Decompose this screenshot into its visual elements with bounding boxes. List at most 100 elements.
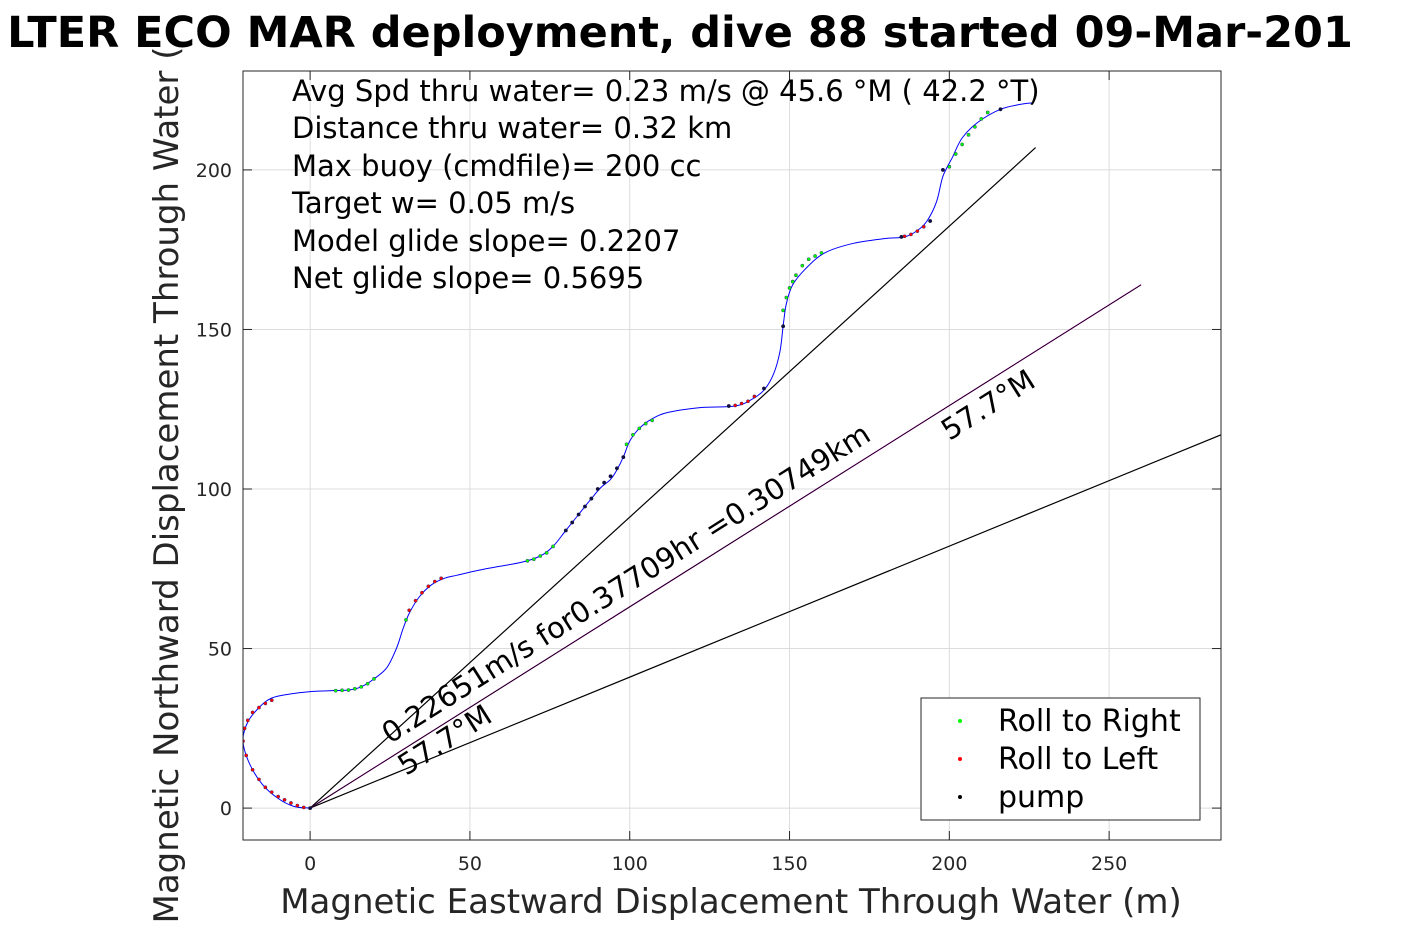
tick-marks (243, 71, 1221, 840)
roll-right-point (545, 551, 549, 555)
roll-left-point (407, 608, 411, 612)
roll-left-point (257, 777, 261, 781)
roll-left-point (903, 234, 906, 238)
roll-right-point (973, 125, 977, 129)
info-line-avg-speed: Avg Spd thru water= 0.23 m/s @ 45.6 °M (… (292, 74, 1040, 108)
roll-right-point (947, 165, 951, 169)
roll-left-point (909, 232, 913, 236)
pump-point (615, 466, 619, 471)
roll-right-point (644, 422, 648, 425)
roll-left-point (257, 706, 261, 709)
roll-right-point (359, 685, 363, 689)
pump-point (762, 386, 766, 391)
y-tick-label: 50 (208, 639, 232, 661)
roll-right-point (637, 426, 641, 430)
roll-right-point (807, 257, 811, 261)
pump-point (595, 487, 600, 491)
reference-line (309, 147, 1037, 809)
pump-point (726, 404, 731, 408)
y-axis-label: Magnetic Northward Displacement Through … (147, 47, 187, 924)
legend-label-pump: pump (998, 780, 1084, 815)
roll-left-point (740, 402, 743, 405)
roll-left-point (922, 225, 926, 229)
info-text-block: Avg Spd thru water= 0.23 m/s @ 45.6 °M (… (291, 74, 1040, 295)
legend-label-roll-left: Roll to Left (998, 742, 1158, 777)
roll-right-point (967, 133, 970, 137)
roll-left-point (283, 798, 286, 802)
roll-left-point (270, 698, 274, 702)
x-tick-label: 0 (304, 853, 316, 875)
roll-right-point (353, 687, 357, 691)
roll-left-point (289, 801, 293, 805)
reference-lines (309, 147, 1221, 809)
pump-point (602, 480, 607, 485)
roll-left-point (733, 404, 737, 407)
roll-right-point (813, 254, 817, 258)
pump-point (781, 324, 786, 329)
pump-point (589, 496, 594, 501)
y-tick-label: 150 (196, 319, 232, 341)
reference-line (309, 284, 1142, 809)
roll-right-point (788, 286, 791, 290)
roll-left-point (243, 726, 246, 730)
roll-left-point (439, 576, 443, 580)
roll-right-point (631, 433, 635, 437)
roll-right-point (960, 142, 964, 146)
roll-left-point (414, 599, 417, 603)
roll-left-point (420, 591, 424, 595)
roll-left-point (433, 580, 437, 583)
roll-right-point (372, 677, 376, 681)
roll-left-point (752, 395, 756, 398)
roll-right-point (784, 296, 788, 299)
roll-right-point (538, 554, 542, 558)
roll-right-point (526, 559, 529, 563)
roll-left-point (246, 718, 250, 722)
roll-left-point (263, 702, 267, 705)
roll-left-point (251, 710, 254, 714)
roll-right-point (625, 442, 628, 446)
roll-right-point (532, 557, 536, 561)
pump-point (570, 520, 575, 525)
roll-left-point (276, 795, 280, 799)
x-tick-label: 250 (1091, 853, 1127, 875)
info-line-max-buoy: Max buoy (cmdfile)= 200 cc (292, 149, 701, 183)
info-line-distance: Distance thru water= 0.32 km (292, 111, 732, 145)
x-tick-labels: 0 50 100 150 200 250 (304, 853, 1127, 875)
reference-line (309, 434, 1221, 809)
y-tick-label: 100 (196, 479, 232, 501)
pump-point (583, 504, 587, 509)
roll-left-point (251, 768, 254, 772)
roll-left-point (244, 754, 248, 757)
roll-right-point (979, 117, 983, 121)
chart-title: LTER ECO MAR deployment, dive 88 started… (7, 8, 1353, 58)
pump-point (563, 528, 568, 533)
y-tick-labels: 0 50 100 150 200 (196, 160, 232, 820)
roll-right-point (650, 419, 654, 422)
roll-right-point (340, 688, 344, 692)
x-tick-label: 150 (771, 853, 807, 875)
roll-left-point (426, 584, 430, 588)
y-tick-label: 200 (196, 160, 232, 182)
info-line-net-glide-slope: Net glide slope= 0.5695 (292, 261, 644, 295)
roll-left-point (302, 806, 306, 809)
roll-right-point (781, 308, 785, 312)
plot-frame (242, 70, 1222, 841)
info-line-model-glide-slope: Model glide slope= 0.2207 (292, 224, 680, 258)
roll-left-point (915, 229, 919, 233)
x-tick-label: 200 (931, 853, 967, 875)
roll-right-point (794, 273, 798, 277)
pump-point (941, 168, 945, 172)
pump-point (621, 455, 626, 459)
legend-marker-roll-left (958, 757, 962, 761)
x-tick-label: 50 (458, 853, 482, 875)
roll-left-point (746, 399, 750, 403)
x-axis-label: Magnetic Eastward Displacement Through W… (280, 882, 1182, 922)
pump-point (608, 474, 613, 479)
roll-left-point (295, 804, 299, 807)
roll-right-point (334, 689, 338, 693)
points-layer (243, 107, 1003, 810)
pump-point (308, 806, 313, 810)
roll-left-point (270, 790, 274, 794)
legend-marker-roll-right (958, 719, 962, 723)
roll-right-point (800, 264, 804, 268)
